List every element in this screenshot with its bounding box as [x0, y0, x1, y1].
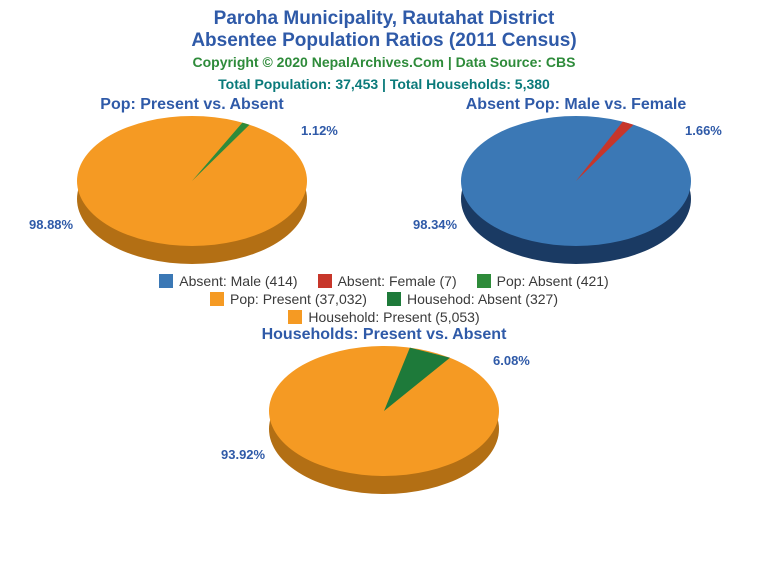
top-charts-row: Pop: Present vs. Absent 98.88%1.12% Abse… [0, 96, 768, 264]
title-block: Paroha Municipality, Rautahat District A… [0, 0, 768, 92]
pct-label-major: 98.88% [29, 217, 73, 232]
legend-label: Household: Present (5,053) [308, 309, 479, 325]
legend: Absent: Male (414) Absent: Female (7) Pop:… [104, 272, 664, 326]
legend-label: Pop: Present (37,032) [230, 291, 367, 307]
legend-label: Absent: Male (414) [179, 273, 297, 289]
pct-label-minor: 1.66% [685, 123, 722, 138]
chart3-pie: 93.92%6.08% [269, 346, 499, 494]
totals-text: Total Population: 37,453 | Total Househo… [0, 76, 768, 92]
main-title-line1: Paroha Municipality, Rautahat District [0, 8, 768, 30]
legend-swatch [477, 274, 491, 288]
chart1-title: Pop: Present vs. Absent [12, 96, 372, 114]
chart-pop-present-absent: Pop: Present vs. Absent 98.88%1.12% [12, 96, 372, 264]
pct-label-major: 98.34% [413, 217, 457, 232]
legend-item: Absent: Male (414) [159, 273, 297, 289]
pct-label-minor: 6.08% [493, 353, 530, 368]
legend-swatch [387, 292, 401, 306]
copyright-text: Copyright © 2020 NepalArchives.Com | Dat… [0, 54, 768, 70]
legend-swatch [159, 274, 173, 288]
legend-item: Pop: Absent (421) [477, 273, 609, 289]
pie-slice-minor [77, 116, 307, 264]
chart2-pie: 98.34%1.66% [461, 116, 691, 264]
chart-absent-male-female: Absent Pop: Male vs. Female 98.34%1.66% [396, 96, 756, 264]
legend-label: Absent: Female (7) [338, 273, 457, 289]
legend-item: Pop: Present (37,032) [210, 291, 367, 307]
legend-swatch [288, 310, 302, 324]
pie-slice-minor [269, 346, 499, 494]
legend-item: Absent: Female (7) [318, 273, 457, 289]
chart-households: Households: Present vs. Absent 93.92%6.0… [204, 326, 564, 494]
main-title-line2: Absentee Population Ratios (2011 Census) [0, 30, 768, 52]
chart2-title: Absent Pop: Male vs. Female [396, 96, 756, 114]
pct-label-major: 93.92% [221, 447, 265, 462]
legend-item: Househod: Absent (327) [387, 291, 558, 307]
chart3-title: Households: Present vs. Absent [204, 326, 564, 344]
legend-item: Household: Present (5,053) [288, 309, 479, 325]
pct-label-minor: 1.12% [301, 123, 338, 138]
pie-slice-minor [461, 116, 691, 264]
legend-label: Pop: Absent (421) [497, 273, 609, 289]
legend-label: Househod: Absent (327) [407, 291, 558, 307]
legend-swatch [210, 292, 224, 306]
legend-swatch [318, 274, 332, 288]
chart1-pie: 98.88%1.12% [77, 116, 307, 264]
